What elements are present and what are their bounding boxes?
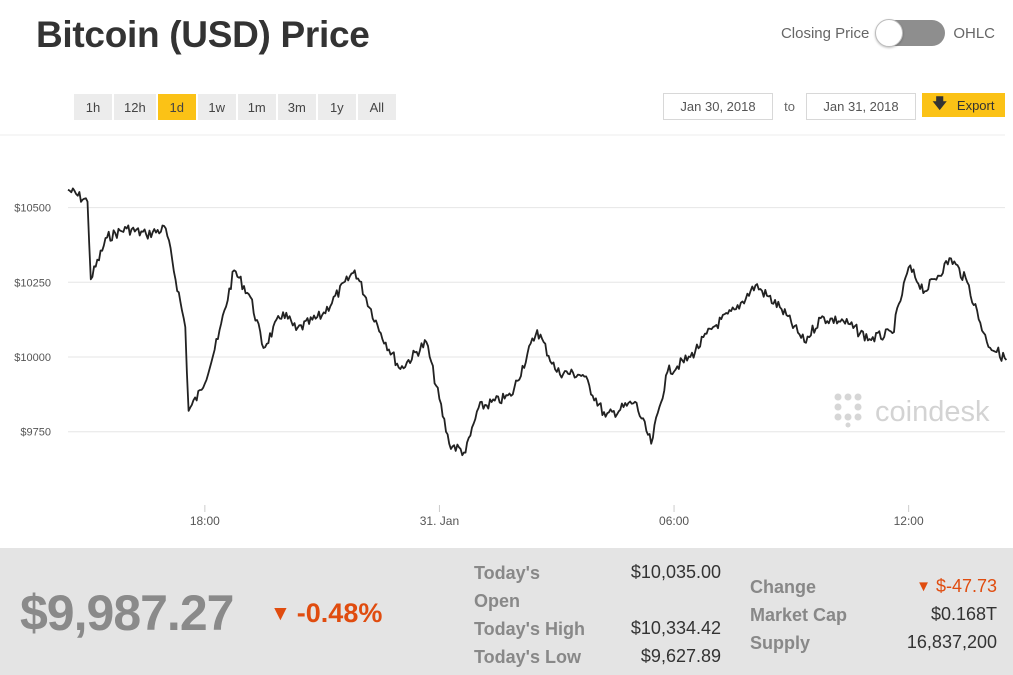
y-tick-label: $10000 [14, 352, 51, 364]
stats-panel: $9,987.27 ▼ -0.48% Today's Open $10,035.… [0, 548, 1013, 675]
today-high-label: Today's High [474, 619, 585, 639]
price-mode-toggle-group: Closing Price OHLC [780, 19, 995, 47]
current-price: $9,987.27 [20, 585, 234, 641]
download-arrow-icon: 🡇 [932, 95, 947, 111]
change-label: Change [750, 577, 817, 597]
x-tick-label: 18:00 [190, 514, 220, 528]
market-cap-label: Market Cap [750, 605, 848, 625]
range-button-3m[interactable]: 3m [277, 94, 316, 120]
page-title: Bitcoin (USD) Price [36, 14, 370, 55]
coindesk-wordmark: coindesk [875, 396, 990, 428]
chart-gridlines [68, 207, 1005, 433]
price-mode-toggle[interactable] [875, 19, 946, 47]
coindesk-logo-icon [834, 393, 862, 428]
watermark: coindesk [834, 393, 990, 428]
y-axis-labels: $10500 $10250 $10000 $9750 [14, 203, 51, 439]
y-tick-label: $9750 [20, 427, 51, 439]
range-button-1d[interactable]: 1d [157, 94, 196, 120]
today-open-label-line1: Today's [474, 563, 540, 583]
x-tick-label: 12:00 [894, 514, 924, 528]
today-open-value: $10,035.00 [630, 562, 721, 582]
date-range-picker: to [663, 93, 916, 120]
y-tick-label: $10500 [14, 203, 51, 215]
toggle-knob[interactable] [875, 19, 904, 47]
range-button-1h[interactable]: 1h [74, 94, 112, 120]
range-button-1w[interactable]: 1w [197, 94, 236, 120]
change-percent: ▼ -0.48% [270, 598, 382, 629]
range-button-12h[interactable]: 12h [114, 94, 156, 120]
change-value-text: $-47.73 [935, 576, 997, 596]
end-date-field[interactable] [806, 93, 916, 120]
range-button-1y[interactable]: 1y [317, 94, 356, 120]
start-date-field[interactable] [663, 93, 773, 120]
today-low-value: $9,627.89 [640, 646, 721, 666]
series-line-bitcoin-price [67, 187, 1008, 457]
x-axis-labels: 18:00 31. Jan 06:00 12:00 [190, 505, 924, 528]
closing-price-label: Closing Price [780, 24, 870, 42]
y-tick-label: $10250 [14, 277, 51, 289]
supply-value: 16,837,200 [906, 632, 997, 652]
ohlc-label: OHLC [953, 24, 995, 42]
export-label: Export [956, 97, 995, 113]
x-tick-label: 31. Jan [420, 514, 459, 528]
price-chart: $10500 $10250 $10000 $9750 18:00 31. Jan 06:0… [0, 134, 1008, 528]
change-percent-value: -0.48% [296, 598, 383, 628]
x-tick-label: 06:00 [659, 514, 689, 528]
today-low-label: Today's Low [474, 647, 581, 667]
today-open-label-line2: Open [474, 591, 521, 611]
market-cap-value: $0.168T [930, 604, 997, 624]
today-high-value: $10,334.42 [630, 618, 721, 638]
down-triangle-icon: ▼ [916, 578, 931, 595]
supply-label: Supply [750, 633, 811, 653]
down-triangle-icon: ▼ [270, 601, 291, 625]
time-range-selector: 1h 12h 1d 1w 1m 3m 1y All [74, 94, 396, 120]
export-button[interactable]: 🡇 Export [922, 93, 1005, 117]
change-value: ▼ $-47.73 [916, 576, 997, 597]
range-button-1m[interactable]: 1m [237, 94, 276, 120]
range-button-all[interactable]: All [357, 94, 396, 120]
date-to-label: to [784, 99, 795, 114]
